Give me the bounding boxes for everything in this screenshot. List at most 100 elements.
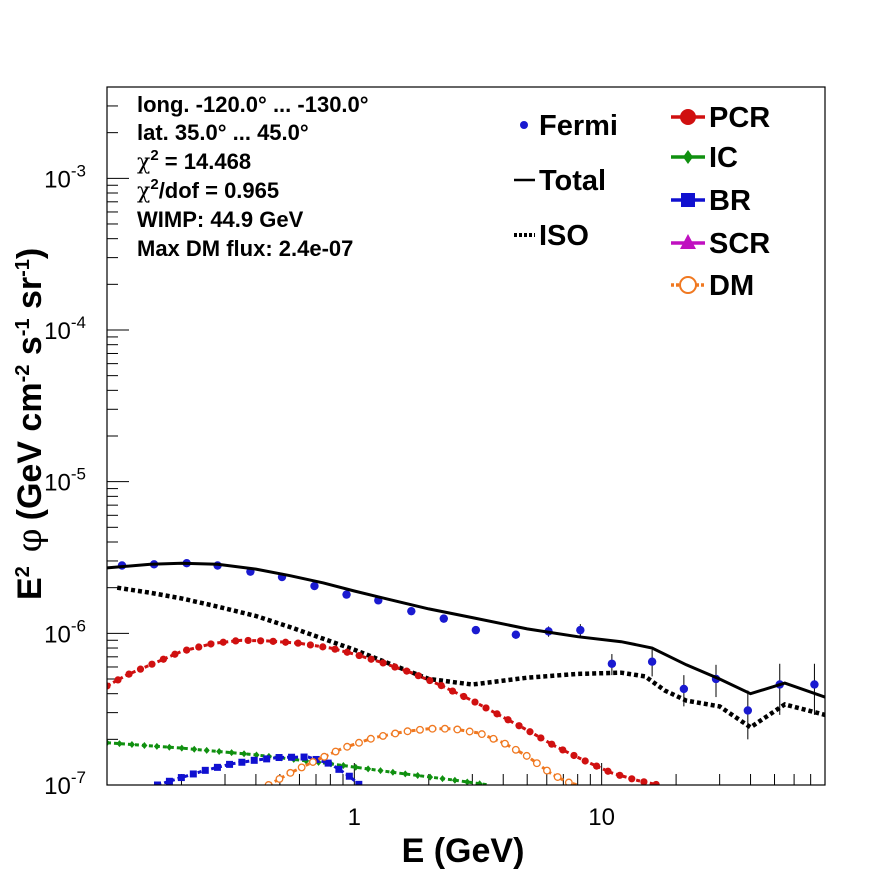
legend: Fermi Total ISO PCR IC BR SCR bbox=[514, 102, 770, 302]
info-block: long. -120.0° ... -130.0° lat. 35.0° ...… bbox=[137, 92, 369, 261]
y-tick-label: 10-7 bbox=[44, 768, 86, 800]
marker-pcr bbox=[559, 746, 567, 754]
marker-ic bbox=[352, 763, 359, 771]
line-iso bbox=[116, 585, 825, 731]
marker-ic bbox=[107, 739, 110, 747]
marker-pcr bbox=[281, 638, 290, 646]
marker-ic bbox=[365, 765, 372, 773]
legend-entry-scr: SCR bbox=[671, 228, 770, 260]
ylabel-s: s bbox=[11, 336, 49, 364]
marker-pcr bbox=[403, 667, 411, 675]
chi2-sup: 2 bbox=[150, 147, 158, 164]
annotation-chi2-dof: χ2/dof = 0.965 bbox=[137, 176, 279, 204]
annotation-wimp: WIMP: 44.9 GeV bbox=[137, 207, 304, 232]
y-tick-labels: 10-7 10-6 10-5 10-4 10-3 bbox=[44, 161, 86, 800]
marker-ic bbox=[439, 775, 446, 783]
marker-dm bbox=[465, 727, 474, 736]
marker-ic bbox=[141, 741, 148, 749]
y-tick-exponent: -3 bbox=[71, 161, 86, 180]
marker-pcr bbox=[426, 676, 434, 685]
y-tick-label: 10-4 bbox=[44, 313, 86, 345]
marker-ic bbox=[377, 767, 384, 775]
legend-label-br: BR bbox=[709, 185, 751, 217]
marker-pcr bbox=[471, 698, 479, 706]
legend-marker-br bbox=[681, 193, 695, 207]
marker-dm bbox=[275, 774, 284, 783]
marker-pcr bbox=[379, 659, 387, 667]
y-tick-exponent: -4 bbox=[71, 313, 86, 332]
marker-pcr bbox=[183, 646, 191, 654]
marker-dm bbox=[416, 725, 424, 734]
marker-ic bbox=[476, 780, 483, 785]
marker-dm bbox=[522, 751, 531, 760]
marker-pcr bbox=[232, 637, 240, 645]
marker-pcr bbox=[391, 663, 399, 671]
point-fermi bbox=[310, 581, 319, 591]
legend-entry-pcr: PCR bbox=[671, 102, 770, 134]
point-fermi bbox=[471, 625, 481, 635]
series-layer bbox=[107, 558, 825, 785]
point-fermi bbox=[511, 630, 521, 639]
marker-dm bbox=[366, 734, 375, 743]
annotation-chi2: χ2 = 14.468 bbox=[137, 147, 251, 175]
ylabel-phi: φ bbox=[10, 528, 50, 552]
point-fermi bbox=[679, 684, 689, 694]
point-fermi bbox=[576, 625, 585, 635]
marker-pcr bbox=[107, 682, 111, 690]
marker-dm bbox=[453, 725, 462, 734]
point-fermi bbox=[342, 590, 351, 599]
series-pcr bbox=[107, 636, 660, 785]
legend-marker-ic bbox=[683, 150, 693, 164]
marker-pcr bbox=[414, 672, 422, 680]
legend-marker-dm bbox=[679, 276, 697, 294]
y-tick-base: 10 bbox=[44, 621, 71, 648]
ylabel-open: (GeV cm bbox=[11, 382, 49, 520]
marker-ic bbox=[128, 741, 135, 749]
marker-pcr bbox=[294, 639, 302, 647]
marker-pcr bbox=[616, 771, 624, 779]
legend-label-ic: IC bbox=[709, 142, 738, 174]
marker-br bbox=[345, 772, 353, 780]
marker-pcr bbox=[136, 665, 145, 673]
marker-pcr bbox=[355, 651, 363, 660]
marker-pcr bbox=[171, 650, 179, 658]
annotation-longitude: long. -120.0° ... -130.0° bbox=[137, 92, 369, 117]
marker-dm bbox=[543, 766, 551, 775]
legend-entry-iso: ISO bbox=[514, 220, 589, 252]
marker-pcr bbox=[244, 636, 252, 645]
legend-marker-fermi bbox=[520, 121, 528, 129]
marker-br bbox=[335, 765, 343, 773]
marker-pcr bbox=[526, 728, 534, 736]
marker-ic bbox=[464, 778, 471, 785]
ylabel-close: ) bbox=[11, 248, 49, 259]
marker-dm bbox=[477, 730, 486, 739]
point-fermi bbox=[810, 680, 819, 689]
y-tick-exponent: -7 bbox=[71, 768, 86, 787]
marker-pcr bbox=[306, 641, 315, 649]
marker-br bbox=[177, 774, 185, 782]
marker-br bbox=[275, 754, 283, 762]
legend-entry-br: BR bbox=[671, 185, 751, 217]
x-tick-labels: 1 10 bbox=[348, 804, 615, 831]
marker-dm bbox=[331, 747, 340, 756]
marker-br bbox=[263, 755, 271, 763]
marker-ic bbox=[389, 768, 396, 776]
marker-pcr bbox=[537, 734, 545, 742]
series-dm bbox=[264, 724, 579, 785]
marker-pcr bbox=[652, 780, 660, 785]
y-tick-exponent: -6 bbox=[71, 616, 86, 635]
y-tick-label: 10-5 bbox=[44, 465, 86, 497]
marker-pcr bbox=[159, 655, 168, 663]
series-iso bbox=[116, 585, 825, 731]
line-dm bbox=[267, 727, 579, 785]
marker-pcr bbox=[437, 681, 445, 690]
marker-pcr bbox=[331, 645, 339, 653]
marker-ic bbox=[178, 744, 185, 752]
marker-pcr bbox=[367, 655, 375, 663]
legend-entry-fermi: Fermi bbox=[520, 110, 618, 142]
y-tick-label: 10-3 bbox=[44, 161, 86, 193]
marker-br bbox=[355, 780, 363, 785]
marker-pcr bbox=[640, 778, 648, 785]
legend-marker-pcr bbox=[680, 109, 696, 125]
